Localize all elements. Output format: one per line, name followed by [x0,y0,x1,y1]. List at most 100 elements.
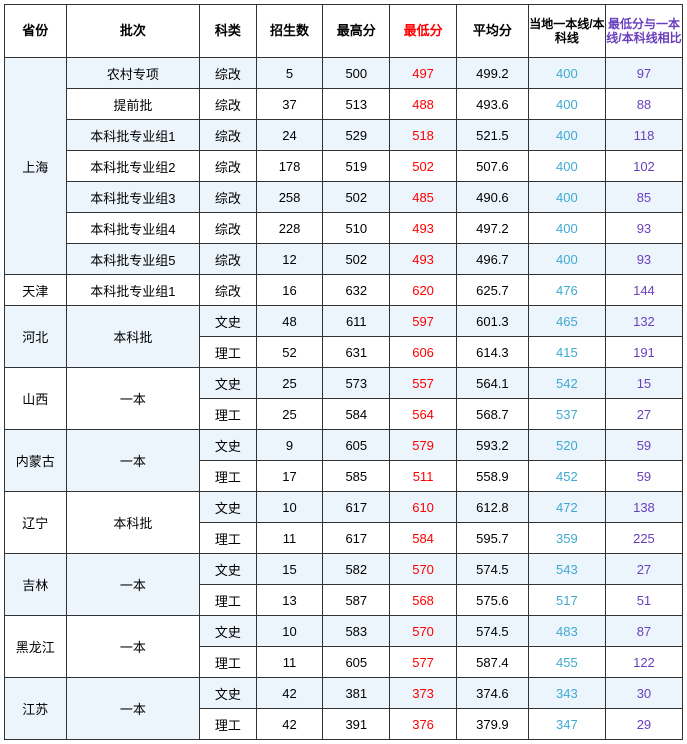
cell-subject: 理工 [200,523,257,554]
cell-batch: 一本 [66,430,200,492]
cell-local: 400 [528,151,605,182]
cell-avg: 564.1 [456,368,528,399]
cell-local: 472 [528,492,605,523]
cell-max: 617 [323,523,390,554]
cell-subject: 综改 [200,58,257,89]
hdr-diff: 最低分与一本线/本科线相比 [605,5,682,58]
cell-subject: 综改 [200,120,257,151]
hdr-local: 当地一本线/本科线 [528,5,605,58]
cell-max: 529 [323,120,390,151]
cell-province: 辽宁 [5,492,67,554]
cell-diff: 85 [605,182,682,213]
hdr-avg: 平均分 [456,5,528,58]
cell-batch: 本科批专业组5 [66,244,200,275]
cell-avg: 568.7 [456,399,528,430]
cell-local: 520 [528,430,605,461]
hdr-enroll: 招生数 [256,5,323,58]
cell-diff: 93 [605,244,682,275]
cell-min: 376 [390,709,457,740]
table-row: 江苏一本文史42381373374.634330 [5,678,683,709]
cell-min: 597 [390,306,457,337]
table-row: 本科批专业组3综改258502485490.640085 [5,182,683,213]
cell-enroll: 42 [256,678,323,709]
cell-province: 江苏 [5,678,67,740]
cell-min: 564 [390,399,457,430]
cell-subject: 综改 [200,275,257,306]
cell-avg: 493.6 [456,89,528,120]
cell-enroll: 12 [256,244,323,275]
cell-diff: 30 [605,678,682,709]
cell-max: 584 [323,399,390,430]
cell-enroll: 52 [256,337,323,368]
cell-min: 502 [390,151,457,182]
cell-min: 518 [390,120,457,151]
cell-batch: 本科批 [66,492,200,554]
cell-diff: 27 [605,554,682,585]
cell-subject: 文史 [200,306,257,337]
cell-subject: 综改 [200,151,257,182]
admission-scores-table: 省份 批次 科类 招生数 最高分 最低分 平均分 当地一本线/本科线 最低分与一… [4,4,683,740]
cell-max: 605 [323,430,390,461]
cell-max: 631 [323,337,390,368]
cell-diff: 59 [605,430,682,461]
table-row: 提前批综改37513488493.640088 [5,89,683,120]
cell-local: 455 [528,647,605,678]
cell-avg: 574.5 [456,554,528,585]
cell-diff: 88 [605,89,682,120]
cell-min: 570 [390,616,457,647]
cell-enroll: 25 [256,368,323,399]
cell-max: 513 [323,89,390,120]
hdr-max: 最高分 [323,5,390,58]
cell-subject: 文史 [200,554,257,585]
cell-diff: 118 [605,120,682,151]
cell-subject: 理工 [200,461,257,492]
cell-max: 573 [323,368,390,399]
header-row: 省份 批次 科类 招生数 最高分 最低分 平均分 当地一本线/本科线 最低分与一… [5,5,683,58]
cell-avg: 497.2 [456,213,528,244]
cell-diff: 132 [605,306,682,337]
hdr-batch: 批次 [66,5,200,58]
cell-local: 400 [528,89,605,120]
cell-max: 632 [323,275,390,306]
cell-avg: 574.5 [456,616,528,647]
cell-min: 493 [390,244,457,275]
cell-max: 582 [323,554,390,585]
cell-avg: 379.9 [456,709,528,740]
table-row: 河北本科批文史48611597601.3465132 [5,306,683,337]
cell-max: 500 [323,58,390,89]
cell-subject: 理工 [200,647,257,678]
cell-enroll: 13 [256,585,323,616]
cell-avg: 507.6 [456,151,528,182]
cell-diff: 51 [605,585,682,616]
cell-avg: 558.9 [456,461,528,492]
cell-min: 493 [390,213,457,244]
cell-max: 587 [323,585,390,616]
cell-batch: 提前批 [66,89,200,120]
cell-avg: 601.3 [456,306,528,337]
cell-avg: 499.2 [456,58,528,89]
cell-batch: 本科批 [66,306,200,368]
cell-batch: 本科批专业组3 [66,182,200,213]
cell-local: 347 [528,709,605,740]
table-row: 本科批专业组1综改24529518521.5400118 [5,120,683,151]
cell-diff: 225 [605,523,682,554]
cell-enroll: 42 [256,709,323,740]
cell-subject: 理工 [200,337,257,368]
cell-local: 476 [528,275,605,306]
cell-min: 488 [390,89,457,120]
cell-local: 465 [528,306,605,337]
cell-subject: 文史 [200,430,257,461]
cell-min: 557 [390,368,457,399]
cell-local: 452 [528,461,605,492]
cell-avg: 587.4 [456,647,528,678]
cell-diff: 87 [605,616,682,647]
table-row: 内蒙古一本文史9605579593.252059 [5,430,683,461]
cell-province: 天津 [5,275,67,306]
cell-local: 400 [528,120,605,151]
cell-enroll: 16 [256,275,323,306]
cell-local: 400 [528,213,605,244]
cell-diff: 144 [605,275,682,306]
cell-subject: 理工 [200,399,257,430]
cell-local: 400 [528,58,605,89]
cell-batch: 本科批专业组1 [66,120,200,151]
